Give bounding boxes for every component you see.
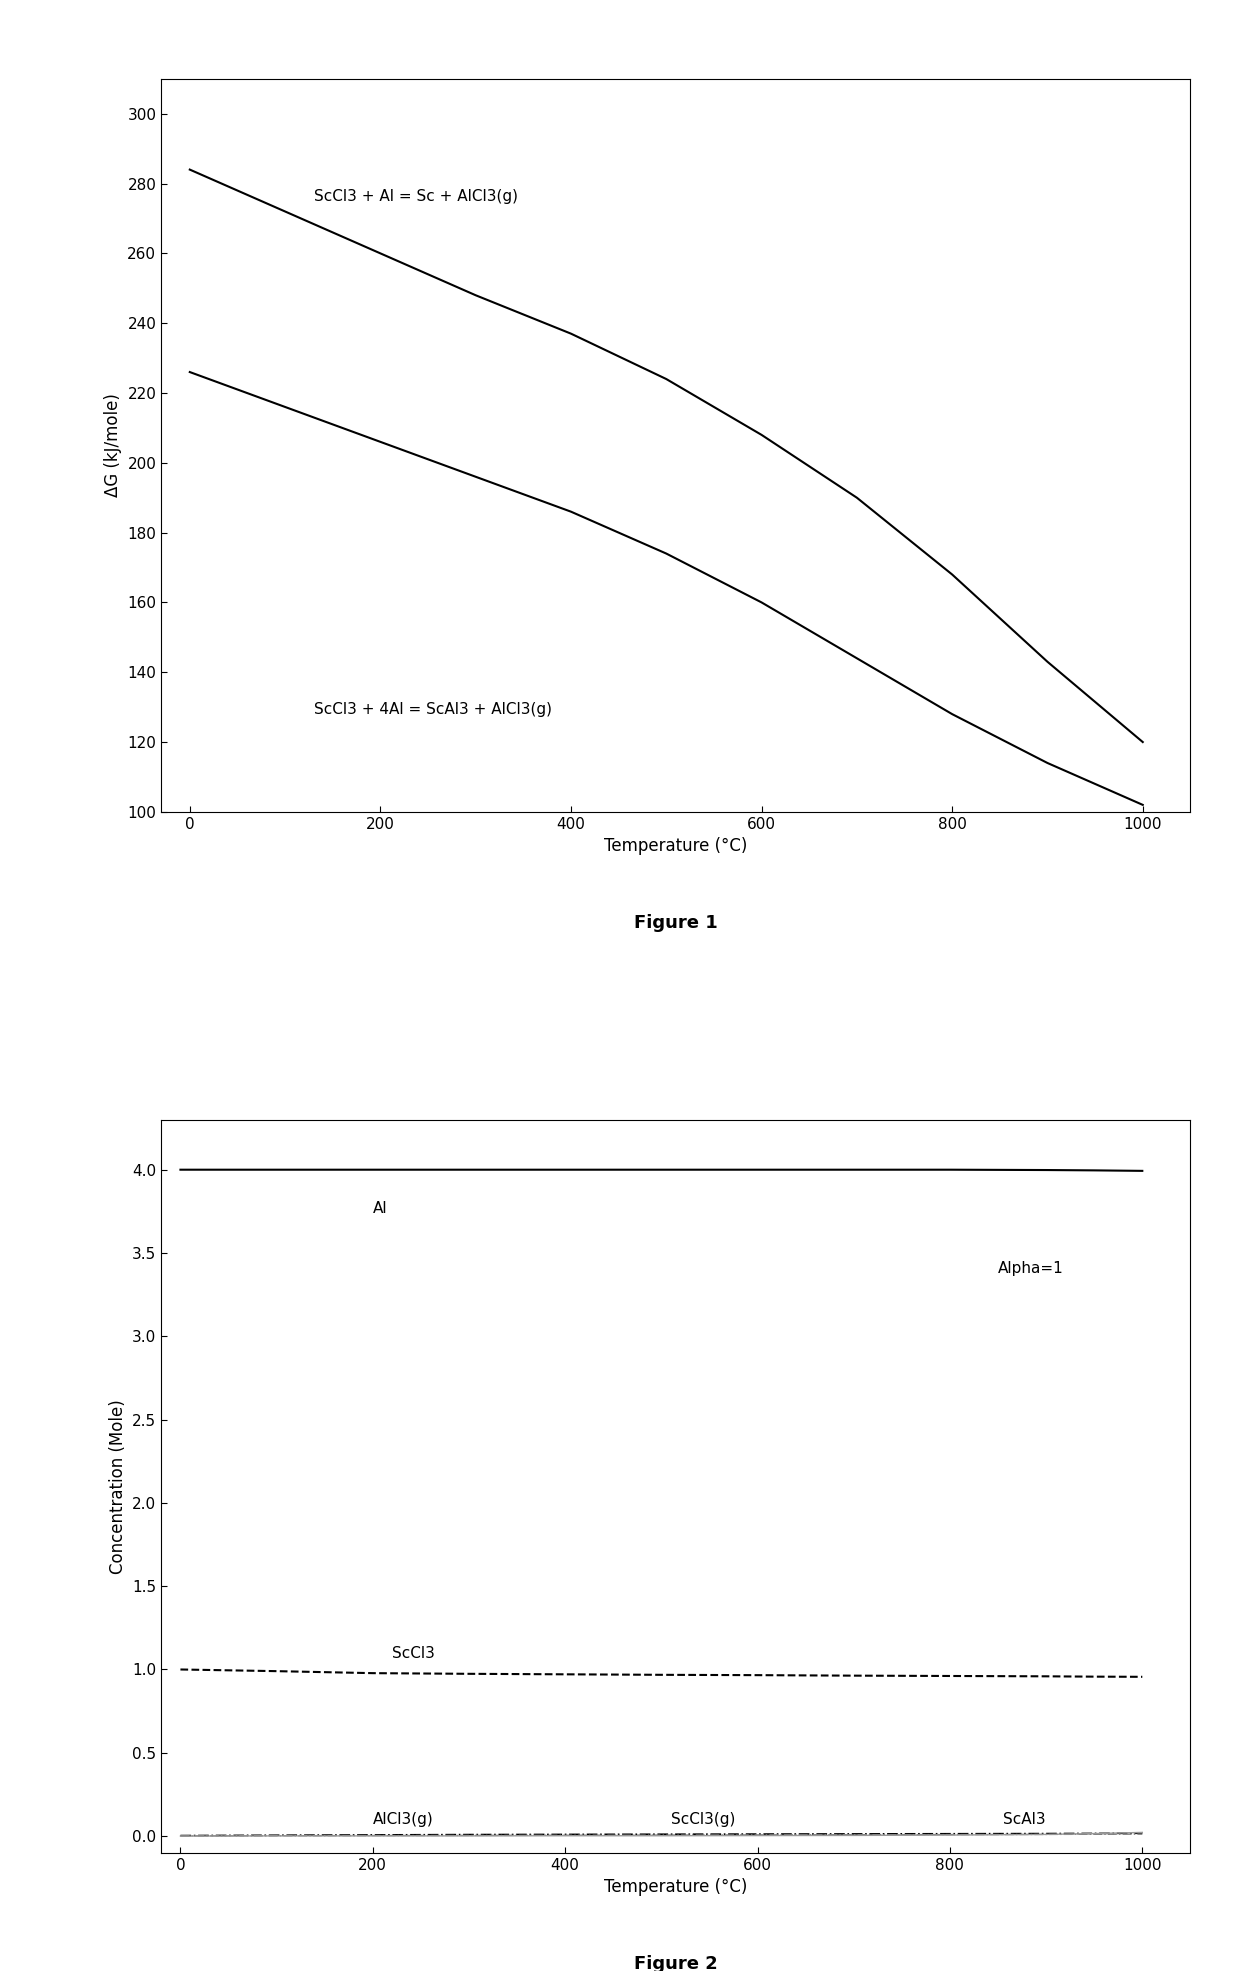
Text: ScAl3: ScAl3 — [1003, 1813, 1045, 1827]
Text: ScCl3(g): ScCl3(g) — [671, 1813, 735, 1827]
Text: Al: Al — [373, 1200, 387, 1216]
Text: AlCl3(g): AlCl3(g) — [373, 1813, 434, 1827]
Text: ScCl3 + Al = Sc + AlCl3(g): ScCl3 + Al = Sc + AlCl3(g) — [314, 189, 517, 205]
Y-axis label: ΔG (kJ/mole): ΔG (kJ/mole) — [104, 394, 122, 497]
Text: Figure 2: Figure 2 — [634, 1955, 718, 1971]
X-axis label: Temperature (°C): Temperature (°C) — [604, 838, 748, 855]
Y-axis label: Concentration (Mole): Concentration (Mole) — [109, 1399, 126, 1573]
Text: Figure 1: Figure 1 — [634, 915, 718, 932]
X-axis label: Temperature (°C): Temperature (°C) — [604, 1878, 748, 1896]
Text: Alpha=1: Alpha=1 — [998, 1261, 1064, 1275]
Text: ScCl3 + 4Al = ScAl3 + AlCl3(g): ScCl3 + 4Al = ScAl3 + AlCl3(g) — [314, 702, 552, 717]
Text: ScCl3: ScCl3 — [392, 1646, 435, 1662]
